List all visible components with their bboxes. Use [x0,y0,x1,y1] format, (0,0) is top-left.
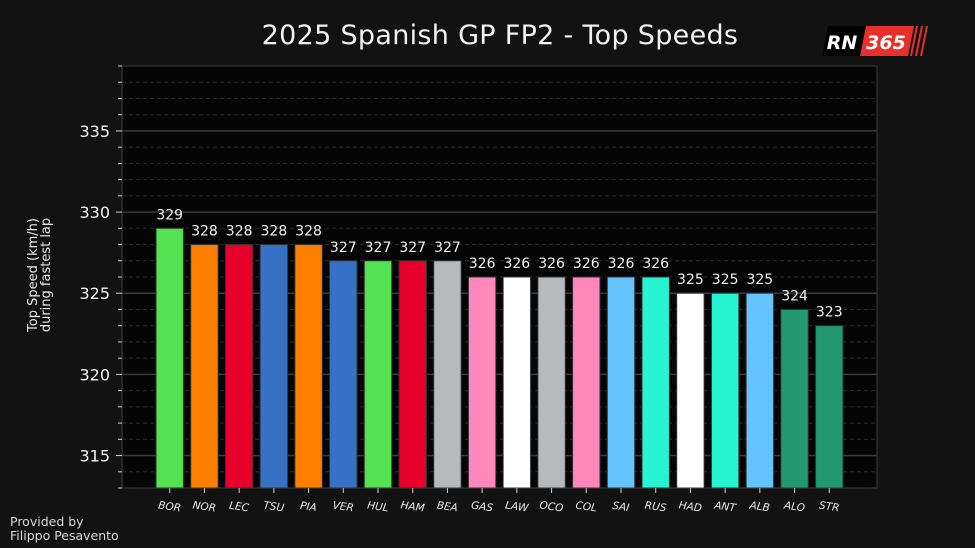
x-tick-label: HAD [678,499,703,514]
x-tick-label: STR [818,500,840,515]
bar-value-label: 326 [503,256,530,272]
x-tick-label: SAI [612,500,630,514]
bar-value-label: 325 [746,272,773,288]
x-tick-label: LAW [504,499,529,514]
bar-alo [780,308,809,489]
x-tick-label: BEA [436,500,458,515]
bar-had [676,292,705,489]
x-tick-label: HUL [366,500,389,515]
x-tick-label: HAM [400,499,426,514]
bar-value-label: 326 [469,256,496,272]
bar-bor [155,227,184,489]
bar-value-label: 328 [295,224,322,240]
credit-text: Provided by Filippo Pesavento [10,515,119,543]
y-tick-label: 315 [79,447,110,466]
bar-value-label: 326 [608,256,635,272]
logo-text-right: 365 [866,32,906,54]
bar-value-label: 325 [677,272,704,288]
bar-value-label: 327 [365,240,392,256]
credit-line-1: Provided by [10,514,84,529]
bar-lec [224,244,254,489]
bar-value-label: 327 [434,240,461,256]
bar-value-label: 327 [399,240,426,256]
x-tick-label: NOR [192,499,217,514]
bar-hul [363,260,393,489]
logo-red-block [860,26,914,56]
x-tick-label: OCO [539,499,564,514]
x-tick-label: ALO [782,499,805,514]
y-axis: 315 320 325 330 335 [79,65,122,489]
x-tick-label: COL [575,500,598,515]
credit-line-2: Filippo Pesavento [10,528,119,543]
bar-ver [329,260,358,489]
bar-ant [710,292,740,489]
bar-value-label: 324 [781,288,808,304]
y-axis-label: Top Speed (km/h) during fastest lap [26,217,54,333]
x-tick-label: ANT [713,499,738,514]
bar-value-label: 326 [538,256,565,272]
bar-bea [433,260,462,489]
bar-value-label: 327 [330,240,357,256]
x-tick-label: PIA [299,500,317,514]
bar-value-label: 325 [712,272,739,288]
bar-col [572,276,601,489]
rn365-logo: RN 365 [822,26,928,56]
y-tick-label: 335 [79,122,110,141]
x-tick-label: GAS [470,500,494,515]
bar-ham [398,260,427,489]
bar-str [815,325,844,489]
bar-nor [190,244,219,489]
bar-gas [467,276,497,489]
bar-value-label: 326 [642,256,669,272]
bar-law [502,276,532,489]
y-tick-label: 330 [79,203,110,222]
bar-oco [537,276,566,489]
bar-value-label: 329 [156,207,183,223]
x-tick-label: RUS [644,500,667,515]
x-tick-label: VER [332,500,355,515]
bar-value-label: 323 [816,305,843,321]
bar-sai [606,276,636,489]
x-tick-label: LEC [228,500,250,515]
y-axis-label-line-2: during fastest lap [39,217,54,333]
logo-text-left: RN [827,32,858,54]
bar-value-label: 328 [191,224,218,240]
chart-title: 2025 Spanish GP FP2 - Top Speeds [261,20,739,51]
x-axis: BOR NOR LEC TSU PIA VER HUL HAM BEA GAS LAW OCO COL S… [157,488,840,515]
bar-value-label: 328 [261,224,288,240]
bar-pia [294,244,323,489]
bar-tsu [259,244,289,489]
y-tick-label: 325 [79,284,110,303]
x-tick-label: ALB [748,500,771,515]
bar-alb [745,292,775,489]
bar-value-label: 328 [226,224,253,240]
y-tick-label: 320 [79,365,110,384]
bar-rus [641,276,670,489]
x-tick-label: BOR [157,499,181,514]
x-tick-label: TSU [263,500,286,515]
bar-value-label: 326 [573,256,600,272]
